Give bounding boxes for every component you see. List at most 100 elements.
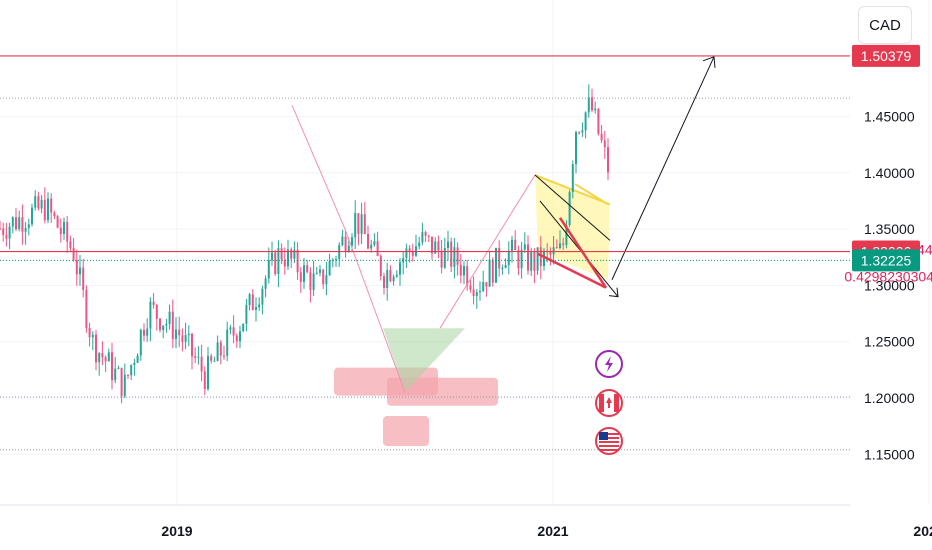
candle-body [75,259,78,275]
candle-body [139,329,142,356]
candle-body [242,323,245,332]
candle-body [223,355,225,357]
candle-body [379,256,382,277]
candle-body [587,97,590,113]
candles-layer [0,84,609,404]
candle-body [146,328,149,336]
x-tick-label: 2021 [537,523,568,539]
candle-body [507,250,510,265]
candle-body [91,334,94,338]
candle-body [98,353,101,363]
candle-body [66,221,69,242]
demand-zone [387,377,498,406]
lightning-bolt [605,356,613,372]
candle-body [514,239,517,251]
candle-body [11,217,14,227]
candle-body [27,224,30,229]
candle-body [168,311,171,324]
candle-body [165,323,168,326]
candle-body [232,327,235,336]
us-flag-stripe [599,433,619,435]
candle-body [469,285,472,290]
candle-body [370,244,373,249]
candle-body [498,247,501,269]
candle-body [107,352,110,362]
candle-body [552,247,555,255]
candle-body [56,216,59,228]
candle-body [421,232,424,243]
candle-body [136,355,139,363]
candle-body [447,241,449,249]
candle-body [213,360,216,362]
candle-body [130,365,133,376]
candle-body [104,357,107,362]
candle-body [248,294,251,306]
us-flag-canton [599,432,608,440]
candle-body [274,252,277,275]
currency-button[interactable]: CAD [858,6,912,44]
candle-body [562,243,565,246]
candle-body [299,272,302,282]
candle-body [264,278,267,289]
canada-flag-band [599,394,604,412]
candle-body [69,241,72,249]
trend-line [291,105,406,393]
candle-body [341,236,344,246]
candle-body [303,265,305,282]
candle-body [424,232,427,236]
candle-body [536,247,539,271]
candle-body [322,269,325,285]
candle-body [402,257,405,263]
y-tick-label: 1.25000 [864,334,915,350]
candle-body [34,196,37,208]
channel-arrow-head [608,287,619,298]
candle-body [239,331,241,342]
candle-body [159,318,161,331]
candle-body [450,241,453,267]
candle-body [453,247,456,267]
candle-body [373,241,376,245]
candle-body [325,275,328,285]
candle-body [181,335,184,342]
x-tick-label: 2023 [913,523,932,539]
candle-body [0,228,1,230]
candle-body [344,236,347,252]
projection-arrow-head [702,56,716,68]
us-flag-stripe [599,441,619,443]
candle-body [111,352,113,381]
candle-body [575,132,577,165]
candle-body [440,250,443,268]
candle-body [472,289,475,297]
candle-body [392,276,395,282]
candle-body [88,327,91,338]
icons-layer[interactable] [595,350,623,455]
candle-body [466,266,469,286]
candle-body [347,245,350,252]
candle-body [591,97,593,111]
candle-body [79,267,81,275]
candle-body [175,329,177,340]
lightning-icon[interactable] [595,350,623,378]
candle-body [171,311,174,340]
canada-flag-icon[interactable] [595,389,623,417]
candle-body [363,214,366,234]
candle-body [533,252,536,271]
candle-body [290,249,293,259]
candle-body [491,259,494,283]
candle-body [191,333,193,357]
candle-body [581,130,584,133]
candle-body [245,305,248,324]
channel-line [534,174,611,241]
candle-body [280,248,283,260]
us-flag-stripe [599,445,619,447]
us-flag-stripe [599,437,619,439]
candle-body [395,274,398,277]
candle-body [312,273,315,290]
candle-body [351,237,353,246]
us-flag-icon[interactable] [595,427,623,455]
candle-body [431,236,433,254]
candle-body [296,249,299,273]
candle-body [59,227,62,234]
